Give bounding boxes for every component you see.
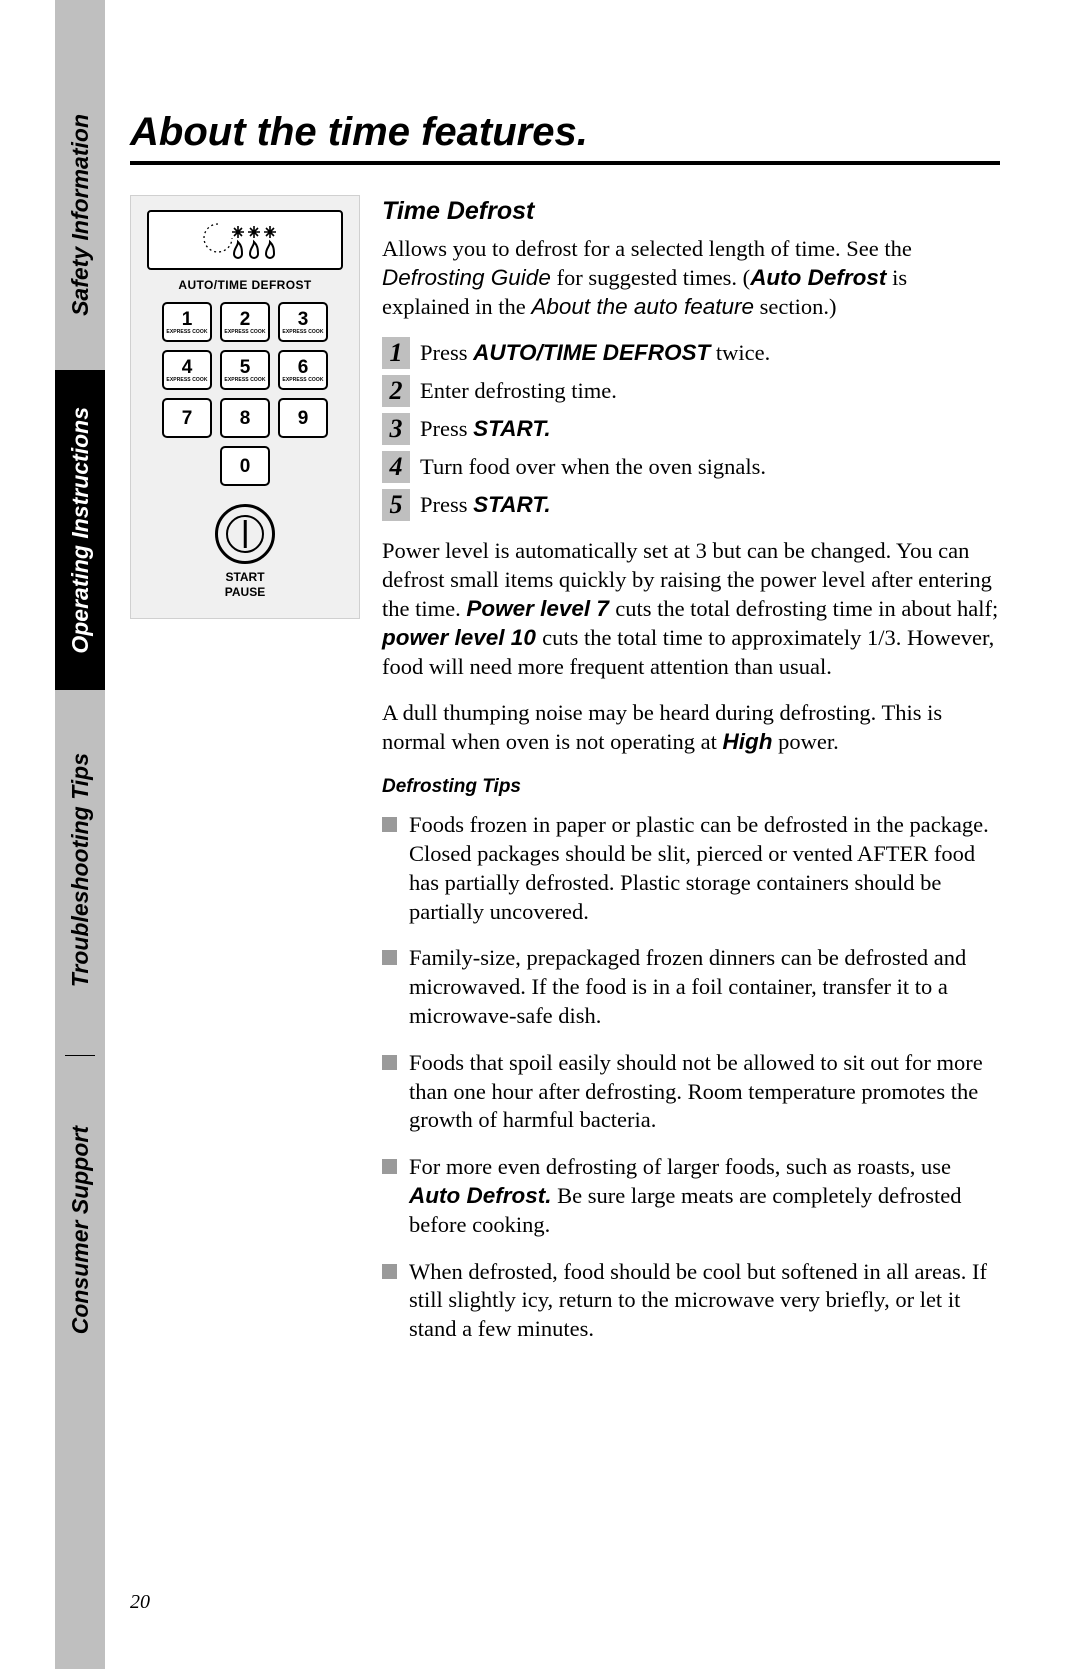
- step-number: 4: [382, 451, 410, 483]
- step-number: 1: [382, 337, 410, 369]
- tab-label: Safety Information: [67, 114, 94, 316]
- bullet-icon: [382, 1055, 397, 1070]
- tip-item: Foods frozen in paper or plastic can be …: [382, 811, 1000, 926]
- keypad-button-0[interactable]: 0: [220, 446, 270, 486]
- page-number: 20: [130, 1591, 150, 1614]
- tab-troubleshooting-tips[interactable]: Troubleshooting Tips: [55, 710, 105, 1030]
- sidebar: Safety Information Operating Instruction…: [55, 0, 105, 1669]
- defrost-icon: [200, 220, 290, 260]
- dial-label-start: START: [147, 570, 343, 585]
- keypad-button-2[interactable]: 2EXPRESS COOK: [220, 302, 270, 342]
- bullet-icon: [382, 950, 397, 965]
- start-dial[interactable]: [215, 504, 275, 564]
- tab-label: Troubleshooting Tips: [67, 753, 94, 987]
- intro-paragraph: Allows you to defrost for a selected len…: [382, 235, 1000, 321]
- section-title: Time Defrost: [382, 195, 1000, 227]
- tip-item: Foods that spoil easily should not be al…: [382, 1049, 1000, 1135]
- tab-safety-information[interactable]: Safety Information: [55, 80, 105, 350]
- keypad-grid: 1EXPRESS COOK 2EXPRESS COOK 3EXPRESS COO…: [147, 302, 343, 486]
- tip-item: For more even defrosting of larger foods…: [382, 1153, 1000, 1239]
- tab-label: Consumer Support: [67, 1126, 94, 1334]
- step-number: 2: [382, 375, 410, 407]
- body-column: Time Defrost Allows you to defrost for a…: [382, 195, 1000, 1362]
- step-item: 2 Enter defrosting time.: [382, 375, 1000, 407]
- step-item: 4 Turn food over when the oven signals.: [382, 451, 1000, 483]
- tip-text: Foods that spoil easily should not be al…: [409, 1049, 1000, 1135]
- step-text: Press START.: [420, 489, 551, 520]
- dial-icon: [226, 515, 264, 553]
- keypad-display: [147, 210, 343, 270]
- keypad-button-7[interactable]: 7: [162, 398, 212, 438]
- keypad-button-8[interactable]: 8: [220, 398, 270, 438]
- tip-item: When defrosted, food should be cool but …: [382, 1258, 1000, 1344]
- tip-text: Family-size, prepackaged frozen dinners …: [409, 944, 1000, 1030]
- bullet-icon: [382, 1264, 397, 1279]
- step-item: 5 Press START.: [382, 489, 1000, 521]
- tip-text: Foods frozen in paper or plastic can be …: [409, 811, 1000, 926]
- tip-item: Family-size, prepackaged frozen dinners …: [382, 944, 1000, 1030]
- page-title: About the time features.: [130, 110, 1000, 165]
- step-item: 3 Press START.: [382, 413, 1000, 445]
- start-dial-wrap: START PAUSE: [147, 504, 343, 600]
- keypad-button-4[interactable]: 4EXPRESS COOK: [162, 350, 212, 390]
- keypad-button-9[interactable]: 9: [278, 398, 328, 438]
- power-level-paragraph: Power level is automatically set at 3 bu…: [382, 537, 1000, 681]
- steps-list: 1 Press AUTO/TIME DEFROST twice. 2 Enter d…: [382, 337, 1000, 521]
- bullet-icon: [382, 1159, 397, 1174]
- step-number: 5: [382, 489, 410, 521]
- step-number: 3: [382, 413, 410, 445]
- noise-paragraph: A dull thumping noise may be heard durin…: [382, 699, 1000, 757]
- tab-label: Operating Instructions: [67, 407, 94, 654]
- tips-list: Foods frozen in paper or plastic can be …: [382, 811, 1000, 1344]
- dial-label-pause: PAUSE: [147, 585, 343, 600]
- tab-consumer-support[interactable]: Consumer Support: [55, 1080, 105, 1380]
- keypad-button-3[interactable]: 3EXPRESS COOK: [278, 302, 328, 342]
- keypad-figure: AUTO/TIME DEFROST 1EXPRESS COOK 2EXPRESS…: [130, 195, 360, 1362]
- keypad-button-1[interactable]: 1EXPRESS COOK: [162, 302, 212, 342]
- tips-title: Defrosting Tips: [382, 775, 1000, 799]
- step-text: Enter defrosting time.: [420, 375, 617, 406]
- step-text: Press AUTO/TIME DEFROST twice.: [420, 337, 770, 368]
- step-item: 1 Press AUTO/TIME DEFROST twice.: [382, 337, 1000, 369]
- keypad-panel: AUTO/TIME DEFROST 1EXPRESS COOK 2EXPRESS…: [130, 195, 360, 619]
- tip-text: When defrosted, food should be cool but …: [409, 1258, 1000, 1344]
- content-row: AUTO/TIME DEFROST 1EXPRESS COOK 2EXPRESS…: [130, 195, 1000, 1362]
- tab-separator: [65, 1055, 95, 1056]
- keypad-button-6[interactable]: 6EXPRESS COOK: [278, 350, 328, 390]
- step-text: Press START.: [420, 413, 551, 444]
- tab-operating-instructions[interactable]: Operating Instructions: [55, 370, 105, 690]
- tip-text: For more even defrosting of larger foods…: [409, 1153, 1000, 1239]
- bullet-icon: [382, 817, 397, 832]
- step-text: Turn food over when the oven signals.: [420, 451, 766, 482]
- keypad-label: AUTO/TIME DEFROST: [147, 278, 343, 292]
- keypad-button-5[interactable]: 5EXPRESS COOK: [220, 350, 270, 390]
- page-content: About the time features.: [130, 110, 1000, 1362]
